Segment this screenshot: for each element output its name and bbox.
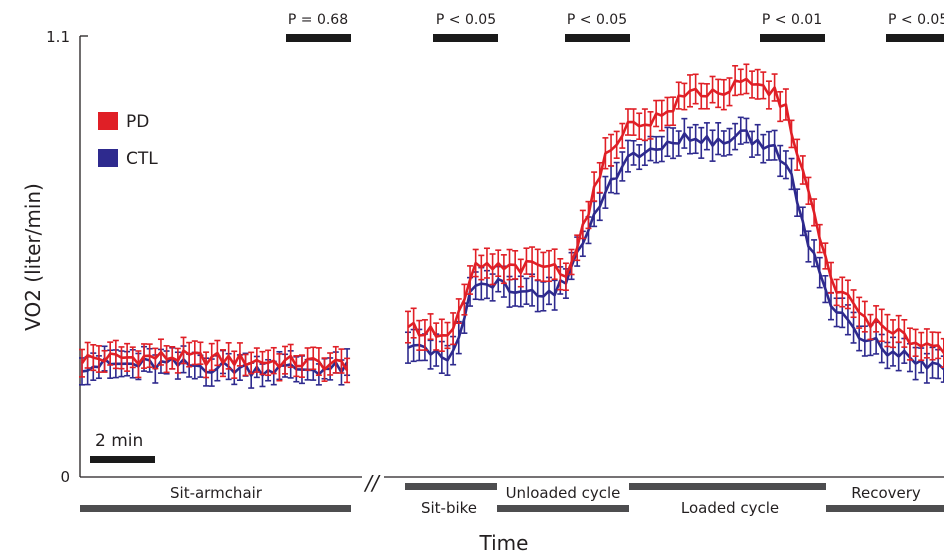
significance-label-1: P = 0.68: [288, 12, 348, 28]
significance-bar-5: [886, 34, 944, 42]
series-pd: [79, 63, 944, 384]
significance-bar-3: [565, 34, 630, 42]
significance-label-5: P < 0.05: [888, 12, 944, 28]
legend-label-pd: PD: [126, 112, 149, 132]
scale-bar: 2 min: [90, 431, 155, 463]
legend-swatch-ctl: [98, 149, 118, 167]
scale-bar-label: 2 min: [95, 431, 143, 451]
phase-label-sit-bike: Sit-bike: [421, 499, 477, 517]
series-line-pd-1: [80, 349, 349, 372]
phase-bar-sit-armchair: [80, 505, 351, 512]
phase-label-recovery: Recovery: [851, 484, 921, 502]
legend-swatch-pd: [98, 112, 118, 130]
phase-bar-unloaded-cycle: [497, 505, 629, 512]
phase-bar-loaded-cycle: [629, 483, 826, 490]
significance-bar-4: [760, 34, 825, 42]
y-tick-label-top: 1.1: [46, 28, 70, 46]
significance-bar-1: [286, 34, 351, 42]
data-layer: [79, 63, 944, 389]
significance-label-4: P < 0.01: [762, 12, 822, 28]
significance-label-2: P < 0.05: [436, 12, 496, 28]
y-axis-label: VO2 (liter/min): [21, 183, 45, 331]
significance-bar-2: [433, 34, 498, 42]
phase-bars: Sit-armchair Sit-bike Unloaded cycle Loa…: [80, 483, 944, 517]
y-axis-label-group: VO2 (liter/min): [21, 183, 45, 331]
series-line-ctl-2: [407, 129, 944, 371]
significance-markers: P = 0.68 P < 0.05 P < 0.05 P < 0.01 P < …: [286, 12, 944, 42]
x-axis-label: Time: [479, 531, 529, 555]
scale-bar-line: [90, 456, 155, 463]
phase-label-loaded-cycle: Loaded cycle: [681, 499, 779, 517]
significance-label-3: P < 0.05: [567, 12, 627, 28]
y-tick-label-zero: 0: [60, 468, 70, 486]
phase-label-sit-armchair: Sit-armchair: [170, 484, 263, 502]
legend-label-ctl: CTL: [126, 149, 158, 169]
axis-break-symbol: //: [363, 471, 381, 495]
phase-label-unloaded-cycle: Unloaded cycle: [506, 484, 621, 502]
series-line-pd-2: [407, 77, 944, 355]
legend: PD CTL: [98, 112, 158, 169]
series-ctl: [79, 116, 944, 389]
phase-bar-sit-bike: [405, 483, 497, 490]
phase-bar-recovery: [826, 505, 944, 512]
